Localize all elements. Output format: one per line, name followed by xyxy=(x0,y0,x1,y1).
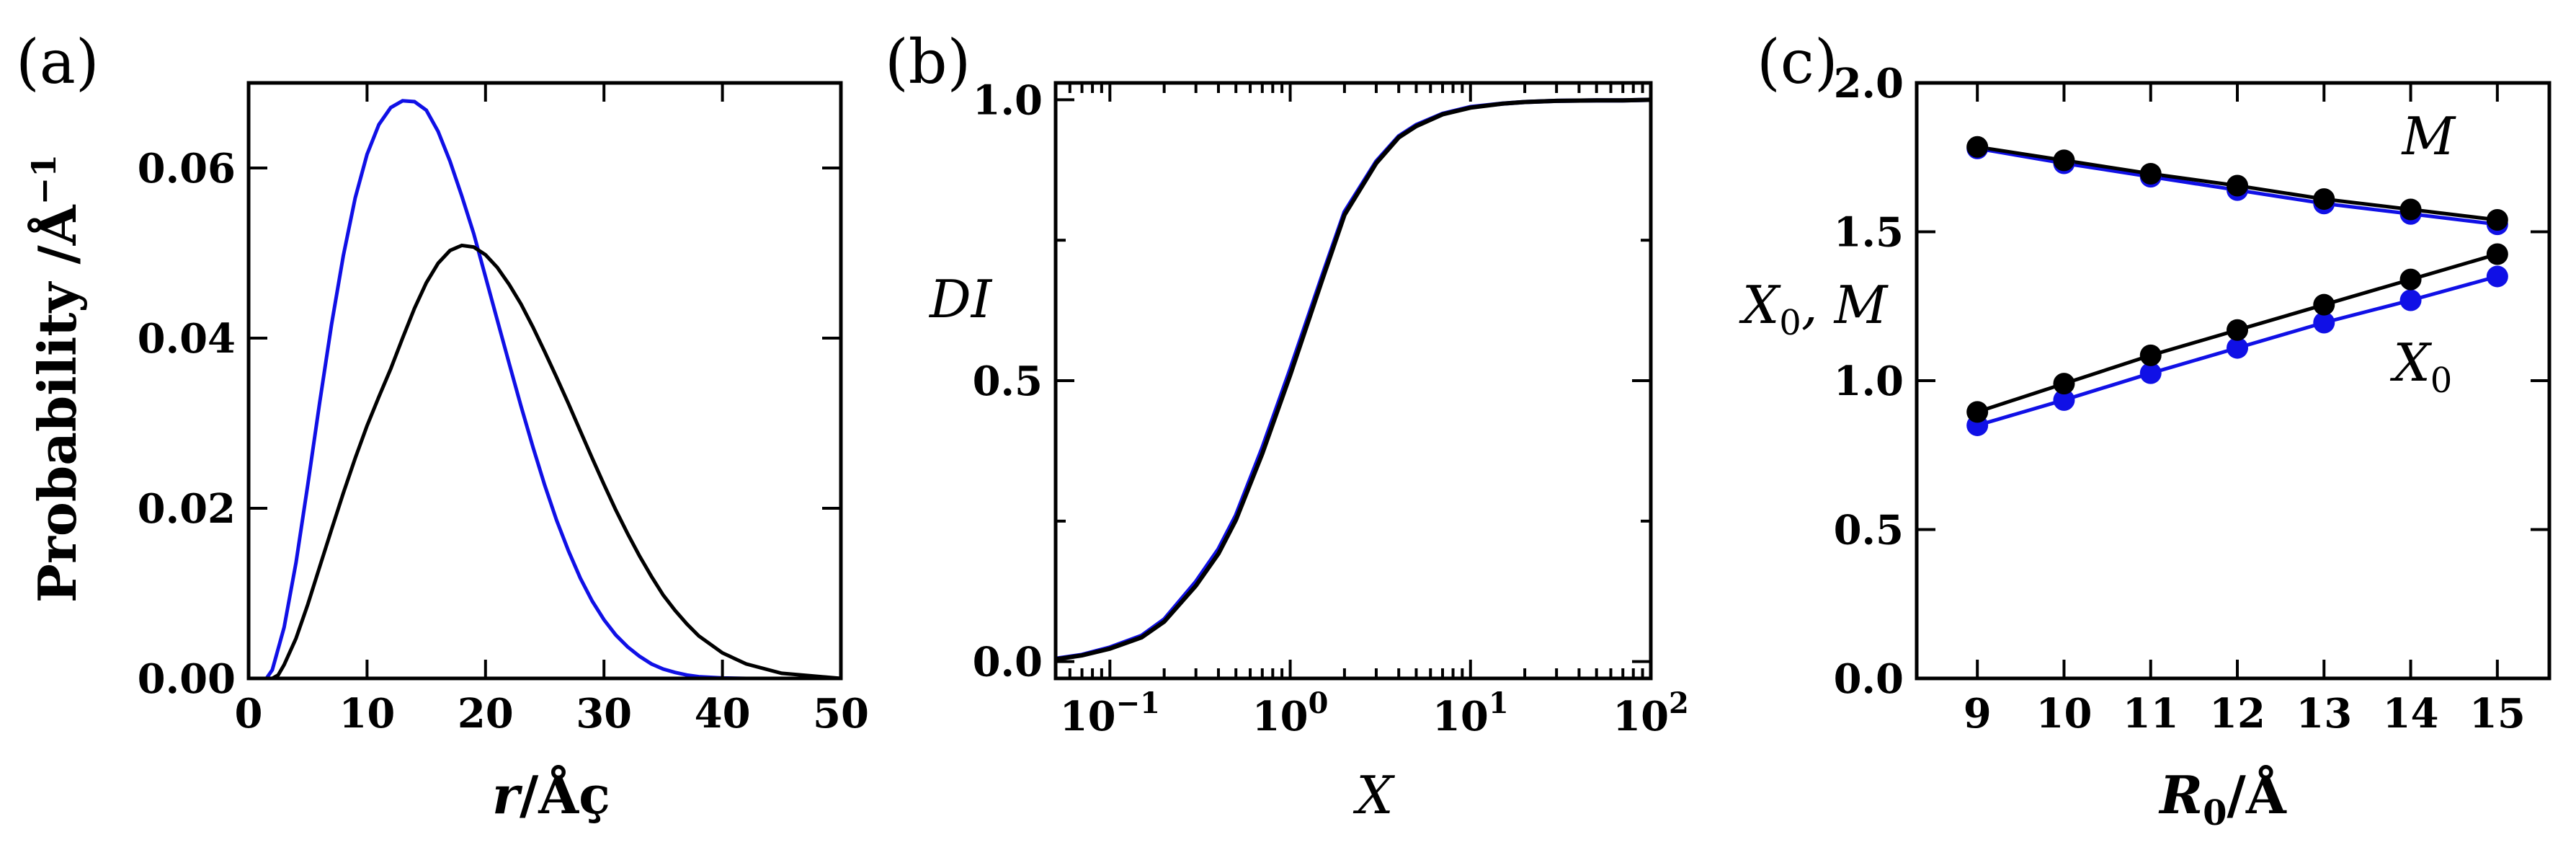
data-point xyxy=(2053,389,2075,411)
y-tick-label: 0.0 xyxy=(973,639,1043,686)
x-tick-label: 20 xyxy=(458,690,514,738)
data-point xyxy=(2227,319,2249,341)
series-line-blue xyxy=(249,99,841,681)
x-tick-label: 10 xyxy=(339,690,395,738)
x-tick-label: 102 xyxy=(1613,686,1689,740)
plot-area-b xyxy=(1055,97,1652,662)
x-tick-label: 9 xyxy=(1964,690,1992,738)
x-tick-label: 14 xyxy=(2383,690,2439,738)
y-axis-label-a-text: Probability /Å xyxy=(27,204,88,603)
plot-frame-b xyxy=(1053,81,1653,681)
x-axis-label-a: r/Åç xyxy=(492,764,610,825)
panel-label-a: (a) xyxy=(16,27,99,97)
data-point xyxy=(2227,337,2249,359)
series-line-blue xyxy=(1055,97,1652,661)
x-tick-label: 13 xyxy=(2296,690,2352,738)
y-ticks-b: 0.0 0.5 1.0 xyxy=(973,76,1651,686)
series-line-black xyxy=(1055,97,1652,662)
plot-frame-a xyxy=(246,81,843,681)
y-tick-label: 0.5 xyxy=(973,358,1043,405)
x-axis-label-c-unit: /Å xyxy=(2227,764,2287,825)
y-tick-label: 2.0 xyxy=(1834,60,1904,107)
panel-c: (c) 9 10 11 12 13 14 15 0.00.51.01.52.0 MX0 R0… xyxy=(1739,27,2552,833)
y-tick-label: 0.00 xyxy=(138,655,236,703)
x-ticks-a: 0 10 20 30 40 50 xyxy=(235,83,869,738)
x-tick-label: 30 xyxy=(576,690,632,738)
x-axis-label-b: X xyxy=(1352,765,1395,825)
series-line-black xyxy=(249,243,842,681)
x-tick-label: 10−1 xyxy=(1060,686,1160,740)
x-axis-label-c-sub: 0 xyxy=(2203,793,2227,833)
x-tick-label: 15 xyxy=(2469,690,2526,738)
y-tick-label: 1.0 xyxy=(1834,358,1904,405)
data-point xyxy=(1966,136,1989,158)
x-tick-label: 50 xyxy=(813,690,869,738)
x-tick-label: 0 xyxy=(235,690,263,738)
data-point xyxy=(2486,265,2508,288)
plot-frame-c xyxy=(1915,81,2552,681)
data-point xyxy=(2139,344,2162,366)
panel-a: (a) 0 10 20 30 40 50 0.00 0.02 0.04 0.06 r/Åç Pr… xyxy=(16,27,869,825)
x-tick-label: 100 xyxy=(1252,686,1329,740)
x-axis-label-a-var: r xyxy=(492,764,523,825)
data-point xyxy=(2399,198,2422,221)
y-tick-label: 0.06 xyxy=(138,145,236,192)
panel-b: (b) 10−1 100 101 102 0.0 0.5 1.0 X DI xyxy=(885,27,1689,825)
panel-label-c: (c) xyxy=(1757,27,1838,97)
y-ticks-c: 0.0 0.5 1.0 1.5 2.0 xyxy=(1834,60,2549,703)
x-tick-label: 12 xyxy=(2209,690,2265,738)
data-point xyxy=(2053,373,2075,395)
data-point xyxy=(2313,188,2335,211)
x-ticks-c: 9 10 11 12 13 14 15 xyxy=(1964,83,2526,738)
y-tick-label: 0.0 xyxy=(1834,655,1904,703)
series-annotation: M xyxy=(2401,106,2457,167)
y-axis-label-c-sub: 0 xyxy=(1779,303,1801,343)
data-point xyxy=(2053,149,2075,172)
plot-area-a xyxy=(249,99,842,681)
y-axis-label-c-rest: , M xyxy=(1801,275,1889,335)
plot-area-c xyxy=(1966,136,2508,436)
data-point xyxy=(2139,162,2162,185)
data-point xyxy=(2139,362,2162,384)
x-axis-label-a-sep: / xyxy=(520,764,539,825)
x-axis-label-a-unit: Åç xyxy=(538,764,610,825)
x-tick-label: 10 xyxy=(2036,690,2092,738)
x-tick-label: 11 xyxy=(2123,690,2179,738)
data-point xyxy=(2486,243,2508,265)
series-annotation: X0 xyxy=(2390,332,2453,401)
y-axis-label-a-sup: −1 xyxy=(24,154,63,205)
y-tick-label: 0.04 xyxy=(138,315,236,363)
x-ticks-b: 10−1 100 101 102 xyxy=(1054,83,1689,740)
data-point xyxy=(2313,311,2335,334)
x-axis-label-c-var: R xyxy=(2158,764,2203,825)
y-tick-label: 1.5 xyxy=(1834,209,1904,257)
data-point xyxy=(2399,268,2422,291)
x-tick-label: 40 xyxy=(695,690,751,738)
y-tick-label: 0.02 xyxy=(138,485,236,533)
panel-label-b: (b) xyxy=(885,27,971,97)
data-point xyxy=(1966,401,1989,423)
y-tick-label: 1.0 xyxy=(973,76,1043,124)
y-axis-label-a: Probability /Å−1 xyxy=(24,154,88,603)
y-ticks-a: 0.00 0.02 0.04 0.06 xyxy=(138,145,841,703)
y-axis-label-c-var: X xyxy=(1739,275,1781,335)
y-axis-label-b: DI xyxy=(928,269,993,329)
x-axis-label-c: R0/Å xyxy=(2158,764,2287,833)
y-axis-label-c: X0, M xyxy=(1739,275,1889,343)
data-point xyxy=(2313,293,2335,316)
data-point xyxy=(2399,289,2422,311)
data-point xyxy=(2227,174,2249,197)
y-tick-label: 0.5 xyxy=(1834,507,1904,554)
x-tick-label: 101 xyxy=(1432,686,1509,740)
data-point xyxy=(2486,208,2508,231)
annotations-c: M X0 xyxy=(2390,106,2457,401)
